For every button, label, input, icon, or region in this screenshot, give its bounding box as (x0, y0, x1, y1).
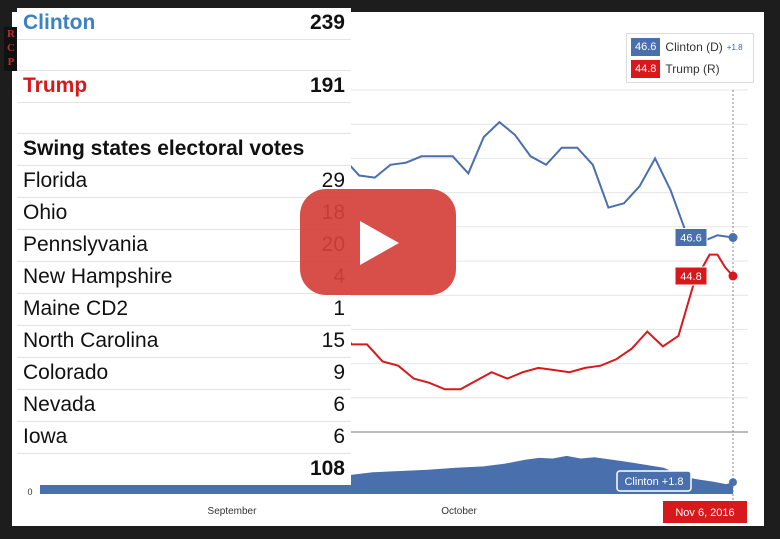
spread-end-point (729, 478, 737, 487)
state-name: Ohio (23, 201, 68, 224)
spread-y-tick: 0 (27, 487, 32, 497)
swing-title-row: Swing states electoral votes (17, 134, 351, 166)
state-row: Nevada 6 (17, 390, 351, 422)
legend-trump-value: 44.8 (631, 60, 661, 78)
state-name: Nevada (23, 393, 96, 416)
table-spacer (17, 40, 351, 71)
x-tick-label: October (441, 506, 477, 517)
legend-trump[interactable]: 44.8 Trump (R) (631, 59, 720, 79)
trump-end-point (728, 271, 738, 281)
swing-total: 108 (309, 457, 345, 480)
x-tick-label: September (208, 506, 258, 517)
chart-legend: 46.6 Clinton (D) +1.8 44.8 Trump (R) (626, 33, 754, 83)
clinton-end-point (728, 233, 738, 242)
total-row: 108 (17, 454, 351, 485)
trump-row: Trump 191 (17, 71, 351, 103)
state-name: Pennslyvania (23, 233, 148, 256)
spread-label: Clinton +1.8 (624, 476, 683, 488)
state-name: Florida (23, 169, 88, 192)
clinton-row: Clinton 239 (17, 8, 351, 40)
table-spacer (17, 103, 351, 134)
rcp-logo: R C P (4, 27, 18, 71)
logo-letter: R (7, 28, 15, 40)
state-name: New Hampshire (23, 265, 173, 288)
date-badge-label: Nov 6, 2016 (675, 507, 734, 519)
state-votes: 29 (321, 169, 345, 192)
legend-clinton-diff: +1.8 (726, 42, 743, 52)
trump-end-label: 44.8 (680, 271, 701, 283)
legend-clinton-label: Clinton (D) (665, 40, 723, 54)
state-votes: 9 (333, 361, 345, 384)
swing-title: Swing states electoral votes (23, 137, 305, 160)
state-row: Maine CD2 1 (17, 294, 351, 326)
clinton-end-badge (674, 228, 708, 247)
logo-letter: C (7, 42, 15, 54)
clinton-name: Clinton (23, 11, 96, 34)
logo-letter: P (7, 56, 15, 68)
trump-votes: 191 (309, 74, 345, 97)
spread-label-badge (616, 470, 692, 492)
state-row: Colorado 9 (17, 358, 351, 390)
play-button[interactable] (300, 189, 456, 295)
state-name: Iowa (23, 425, 68, 448)
play-icon[interactable] (360, 221, 399, 265)
state-row: North Carolina 15 (17, 326, 351, 358)
trump-name: Trump (23, 74, 88, 97)
clinton-end-label: 46.6 (680, 233, 701, 245)
state-name: North Carolina (23, 329, 159, 352)
state-row: Iowa 6 (17, 422, 351, 454)
state-votes: 6 (333, 393, 345, 416)
clinton-votes: 239 (309, 11, 345, 34)
state-list: Florida29Ohio18Pennslyvania20New Hampshi… (17, 166, 351, 454)
date-badge (663, 501, 747, 523)
trump-end-badge (674, 266, 708, 286)
state-votes: 1 (333, 297, 345, 320)
legend-clinton[interactable]: 46.6 Clinton (D) +1.8 (631, 37, 743, 57)
state-name: Maine CD2 (23, 297, 129, 320)
state-name: Colorado (23, 361, 109, 384)
state-votes: 6 (333, 425, 345, 448)
legend-clinton-value: 46.6 (631, 38, 661, 56)
legend-trump-label: Trump (R) (665, 62, 720, 76)
state-row: Florida 29 (17, 166, 351, 198)
electoral-vote-table: Clinton 239 Trump 191 Swing states elect… (17, 8, 351, 485)
state-votes: 15 (321, 329, 345, 352)
